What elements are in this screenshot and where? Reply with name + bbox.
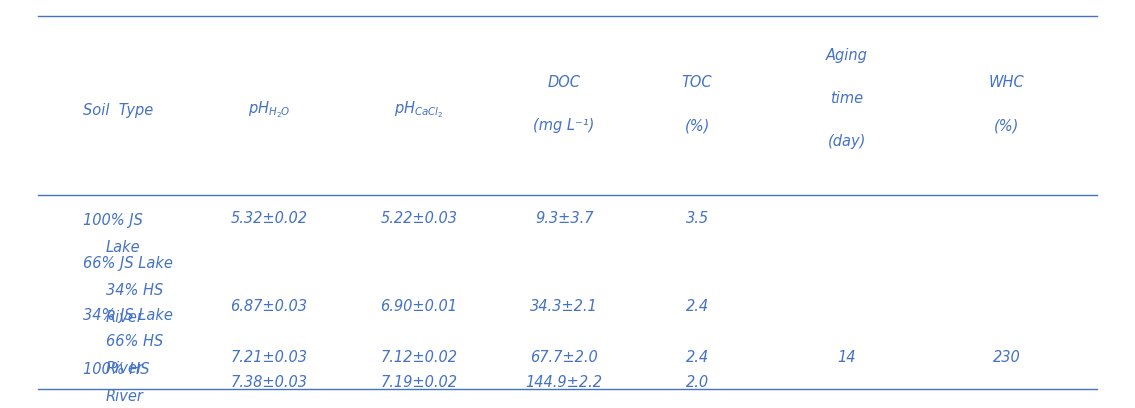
Text: Lake: Lake (106, 239, 141, 255)
Text: 2.4: 2.4 (686, 299, 708, 314)
Text: 9.3±3.7: 9.3±3.7 (535, 211, 594, 226)
Text: 100% HS: 100% HS (83, 362, 150, 377)
Text: (day): (day) (827, 134, 866, 149)
Text: 100% JS: 100% JS (83, 213, 143, 228)
Text: 5.32±0.02: 5.32±0.02 (230, 211, 308, 226)
Text: Soil  Type: Soil Type (83, 103, 153, 118)
Text: River: River (106, 389, 143, 404)
Text: 6.90±0.01: 6.90±0.01 (380, 299, 457, 314)
Text: (%): (%) (684, 118, 709, 133)
Text: WHC: WHC (989, 75, 1025, 90)
Text: 144.9±2.2: 144.9±2.2 (526, 375, 603, 390)
Text: 14: 14 (838, 350, 856, 365)
Text: River: River (106, 310, 143, 325)
Text: 66% HS: 66% HS (106, 334, 162, 349)
Text: 66% JS Lake: 66% JS Lake (83, 257, 173, 271)
Text: 2.4: 2.4 (686, 350, 708, 365)
Text: time: time (831, 91, 864, 106)
Text: 34.3±2.1: 34.3±2.1 (530, 299, 598, 314)
Text: 7.38±0.03: 7.38±0.03 (230, 375, 308, 390)
Text: 7.12±0.02: 7.12±0.02 (380, 350, 457, 365)
Text: 7.19±0.02: 7.19±0.02 (380, 375, 457, 390)
Text: 230: 230 (993, 350, 1020, 365)
Text: 3.5: 3.5 (686, 211, 708, 226)
Text: DOC: DOC (547, 75, 581, 90)
Text: 2.0: 2.0 (686, 375, 708, 390)
Text: 5.22±0.03: 5.22±0.03 (380, 211, 457, 226)
Text: River: River (106, 361, 143, 376)
Text: (%): (%) (994, 118, 1019, 133)
Text: 34% HS: 34% HS (106, 283, 162, 298)
Text: (mg L⁻¹): (mg L⁻¹) (533, 118, 595, 133)
Text: 34% JS Lake: 34% JS Lake (83, 308, 173, 322)
Text: 67.7±2.0: 67.7±2.0 (530, 350, 598, 365)
Text: Aging: Aging (826, 48, 868, 63)
Text: $\mathit{pH}_{\mathit{H_2O}}$: $\mathit{pH}_{\mathit{H_2O}}$ (247, 100, 291, 120)
Text: 6.87±0.03: 6.87±0.03 (230, 299, 308, 314)
Text: TOC: TOC (682, 75, 713, 90)
Text: $\mathit{pH}_{\mathit{CaCl_2}}$: $\mathit{pH}_{\mathit{CaCl_2}}$ (394, 100, 444, 120)
Text: 7.21±0.03: 7.21±0.03 (230, 350, 308, 365)
